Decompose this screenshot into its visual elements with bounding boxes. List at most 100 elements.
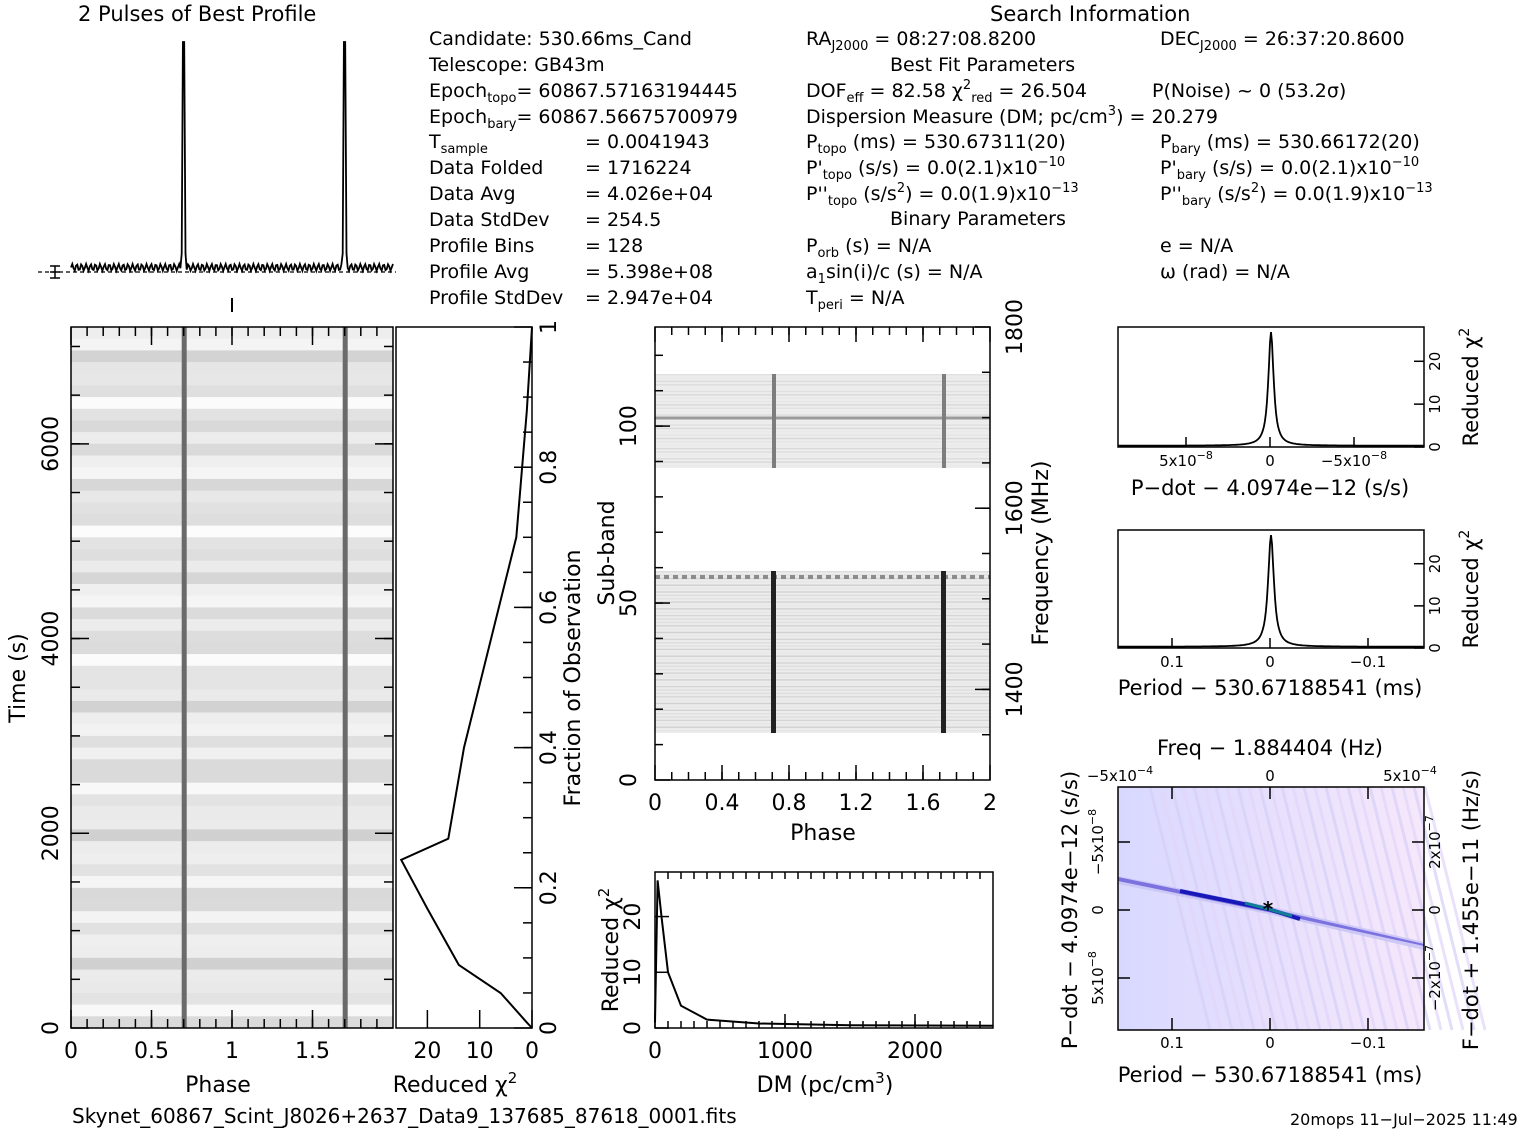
p-pdot-streak <box>1258 786 1322 1031</box>
subband-ylabel: Sub-band <box>595 500 620 605</box>
subband-row <box>655 645 990 647</box>
pdot-chi2-ylabel: Reduced χ2 <box>1457 328 1483 447</box>
p-pdot-streak <box>1346 786 1410 1031</box>
time-phase-row <box>71 689 393 702</box>
subband-row <box>655 672 990 674</box>
p-pdot-ylabel: P−dot − 4.0974e−12 (s/s) <box>1058 771 1082 1049</box>
subband-row <box>655 702 990 705</box>
tick-label: 0.2 <box>537 870 562 905</box>
tick-label: 0.8 <box>772 791 807 816</box>
subband-row <box>655 604 990 607</box>
period-chi2-line <box>1118 534 1424 648</box>
subband-row <box>655 699 990 701</box>
p-pdot-streak <box>1335 786 1399 1031</box>
p-pdot-streak <box>1357 786 1421 1031</box>
tick-label: 100 <box>617 405 642 447</box>
subband-row <box>655 458 990 460</box>
tick-label: 0 <box>617 773 642 787</box>
subband-row <box>655 461 990 463</box>
subband-row <box>655 377 990 379</box>
data-avg-label: Data Avg <box>429 183 516 205</box>
p-pdot-streak <box>1401 786 1465 1031</box>
p-pdot-streak <box>1324 786 1388 1031</box>
subband-row <box>655 682 990 684</box>
p-pdot-xlabel: Period − 530.67188541 (ms) <box>1118 1063 1423 1087</box>
subband-row <box>655 434 990 436</box>
time-phase-row <box>71 385 393 398</box>
time-phase-row <box>71 759 393 772</box>
subband-row <box>655 685 990 688</box>
time-phase-row <box>71 829 393 842</box>
pdot-chi2-plot: 5x10−8 0 −5x10−8 0 10 20 P−dot − 4.0974e−12 (… <box>1117 326 1483 500</box>
time-phase-row <box>71 397 393 410</box>
time-phase-row <box>71 432 393 445</box>
tick-label: −2x10−7 <box>1423 945 1444 1011</box>
period-xlabel: Period − 530.67188541 (ms) <box>1118 676 1423 700</box>
time-chi2-xlabel: Reduced χ2 <box>393 1069 518 1098</box>
subband-row <box>655 665 990 667</box>
tick-label: 20 <box>413 1039 441 1064</box>
pdot-xlabel: P−dot − 4.0974e−12 (s/s) <box>1131 476 1409 500</box>
dm-chi2-plot: 0 1000 2000 0 10 20 DM (pc/cm3) Reduced χ2 <box>595 871 994 1098</box>
time-chi2-frame <box>395 326 533 1029</box>
profile-plot <box>38 41 396 312</box>
dm-chi2-line <box>654 880 994 1027</box>
p-pdot-plot: * 0.1 0 −0.1 −5x10−4 0 5x10−4 −5x10−8 0 5x10−8 2x… <box>1058 736 1487 1087</box>
subband-row <box>655 407 990 409</box>
subband-row <box>655 611 990 613</box>
subband-row <box>655 574 990 576</box>
pdot-chi2-frame <box>1117 326 1425 448</box>
period-chi2-ylabel: Reduced χ2 <box>1457 530 1483 649</box>
epoch-bary-row: Epochbary= 60867.56675700979 <box>429 106 738 132</box>
omega-row: ω (rad) = N/A <box>1160 261 1290 283</box>
p-pdot-streak <box>1192 786 1256 1031</box>
tick-label: −0.1 <box>1350 653 1386 671</box>
tick-label: 0 <box>621 1021 646 1035</box>
subband-row <box>655 621 990 624</box>
subband-row <box>655 594 990 597</box>
profile-title: 2 Pulses of Best Profile <box>78 2 317 26</box>
fraction-of-observation-label: Fraction of Observation <box>561 550 586 807</box>
time-phase-row <box>71 782 393 795</box>
time-phase-row <box>71 490 393 503</box>
pddot-topo-row: P''topo (s/s2) = 0.0(1.9)x10−13 <box>806 181 1079 209</box>
subband-row <box>655 444 990 446</box>
time-phase-row <box>71 934 393 947</box>
tick-label: 0 <box>648 1039 662 1064</box>
p-pdot-streak <box>1148 786 1212 1031</box>
time-phase-row <box>71 957 393 971</box>
subband-row <box>655 726 990 728</box>
binary-title: Binary Parameters <box>890 208 1066 230</box>
period-chi2-plot: 0.1 0 −0.1 0 10 20 Period − 530.67188541 (ms)… <box>1117 529 1483 700</box>
subband-row <box>655 652 990 654</box>
subband-pulse-2-upper <box>942 374 946 468</box>
p-pdot-streak <box>1247 786 1311 1031</box>
time-phase-row <box>71 362 393 375</box>
subband-row <box>655 584 990 586</box>
profile-bins-label: Profile Bins <box>429 235 535 257</box>
time-phase-row <box>71 771 393 784</box>
subband-row <box>655 625 990 627</box>
eccentricity-row: e = N/A <box>1160 235 1234 257</box>
profile-avg-value: = 5.398e+08 <box>585 261 714 283</box>
tick-label: 0 <box>537 1021 562 1035</box>
subband-row <box>655 719 990 722</box>
time-phase-row <box>71 607 393 620</box>
dm-xlabel: DM (pc/cm3) <box>757 1069 894 1098</box>
tick-label: 0 <box>525 1039 539 1064</box>
subband-row <box>655 692 990 695</box>
data-folded-value: = 1716224 <box>585 157 692 179</box>
p-pdot-streak <box>1181 786 1245 1031</box>
time-phase-row <box>71 549 393 562</box>
tsample-row: Tsample <box>429 131 488 157</box>
time-phase-row <box>71 911 393 924</box>
tick-label: −0.1 <box>1350 1034 1386 1052</box>
subband-row <box>655 631 990 634</box>
pdot-chi2-line <box>1118 332 1424 447</box>
time-phase-row <box>71 467 393 480</box>
subband-row <box>655 454 990 456</box>
pbary-row: Pbary (ms) = 530.66172(20) <box>1160 131 1420 157</box>
time-phase-row <box>71 443 393 456</box>
tick-label: 0 <box>1426 905 1444 915</box>
time-phase-row <box>71 455 393 468</box>
